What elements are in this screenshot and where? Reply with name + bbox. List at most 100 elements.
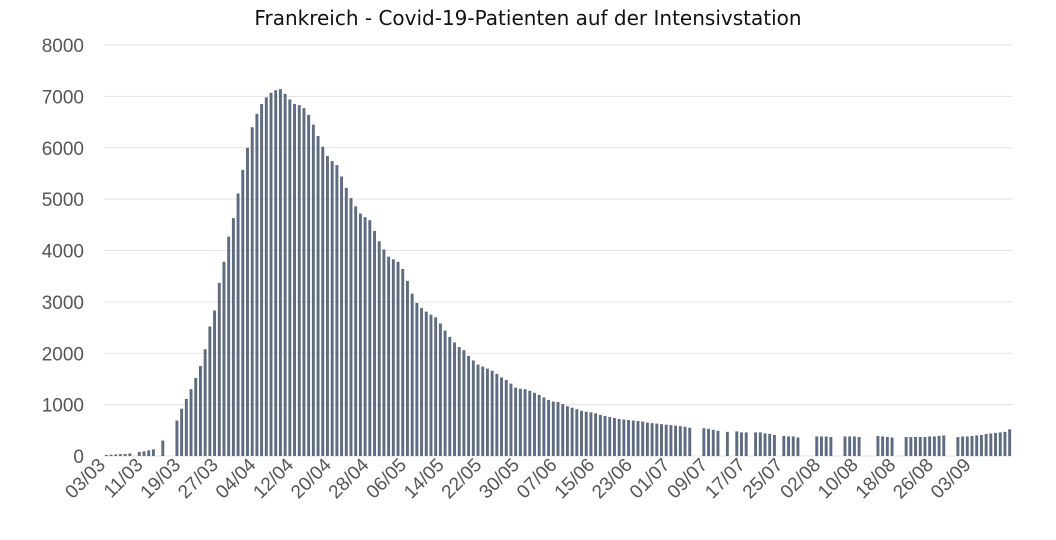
bar	[302, 108, 306, 456]
bar	[994, 432, 997, 456]
bar	[504, 379, 508, 456]
y-axis-ticks: 0 1000 2000 3000 4000 5000 6000 7000 8000	[42, 36, 84, 468]
bar	[241, 169, 245, 456]
x-tick-label: 01/07	[626, 455, 674, 503]
bar	[349, 198, 353, 456]
bar	[476, 364, 480, 456]
bar	[354, 206, 358, 456]
bar	[340, 176, 344, 456]
bar	[594, 413, 598, 456]
bar	[613, 417, 616, 456]
bar	[937, 435, 941, 456]
x-tick-label: 19/03	[137, 455, 185, 503]
bar	[725, 431, 729, 456]
x-tick-label: 09/07	[664, 455, 712, 503]
bar	[335, 165, 339, 456]
bar	[956, 436, 960, 456]
bar	[754, 432, 758, 456]
x-tick-label: 11/03	[100, 455, 147, 502]
x-tick-label: 25/07	[739, 455, 787, 503]
bar	[184, 398, 188, 456]
bar	[128, 453, 132, 456]
bar	[438, 323, 442, 456]
bar	[528, 390, 532, 456]
bar	[608, 416, 612, 456]
bars	[104, 89, 1012, 457]
bar	[297, 105, 301, 457]
y-tick-label: 8000	[42, 36, 84, 57]
x-tick-label: 04/04	[212, 454, 261, 503]
bar	[467, 355, 471, 456]
bar	[514, 387, 518, 456]
bar	[970, 435, 974, 456]
x-tick-label: 03/03	[61, 455, 109, 503]
bar	[213, 310, 217, 456]
bar	[288, 99, 292, 457]
bar	[260, 104, 264, 456]
bar	[453, 342, 456, 456]
bar	[702, 428, 706, 456]
bar	[495, 373, 499, 456]
bar	[914, 436, 918, 456]
bar	[565, 406, 569, 456]
bar	[603, 415, 607, 456]
bar	[175, 420, 179, 456]
bar	[457, 347, 461, 456]
bar	[909, 436, 913, 456]
x-tick-label: 22/05	[438, 455, 486, 503]
bar	[208, 326, 212, 456]
bar	[542, 397, 546, 456]
x-tick-label: 26/08	[889, 455, 937, 503]
bar	[119, 454, 122, 456]
y-tick-label: 6000	[42, 139, 84, 160]
bar	[1008, 429, 1012, 456]
x-tick-label: 30/05	[475, 455, 523, 503]
bar	[382, 249, 386, 456]
bar	[326, 155, 329, 456]
bar	[151, 449, 155, 456]
bar	[820, 436, 823, 456]
bar	[377, 241, 381, 456]
bar	[293, 104, 296, 456]
bar	[250, 127, 254, 456]
bar	[622, 419, 626, 456]
bar	[274, 90, 278, 457]
bar	[876, 435, 880, 456]
bar	[636, 421, 640, 456]
bar	[758, 432, 762, 456]
bar	[415, 302, 419, 456]
gridlines	[104, 44, 1012, 457]
bar	[316, 135, 320, 456]
bar	[984, 433, 988, 456]
bar	[589, 412, 593, 456]
bar	[768, 433, 772, 456]
bar	[655, 423, 659, 456]
bar	[246, 147, 249, 456]
bar	[500, 377, 504, 456]
bar	[782, 435, 786, 456]
x-tick-label: 15/06	[551, 455, 599, 503]
bar	[142, 451, 146, 456]
bar	[123, 453, 127, 456]
chart-title: Frankreich - Covid-19-Patienten auf der …	[254, 6, 802, 30]
x-tick-label: 23/06	[588, 455, 636, 503]
bar	[363, 217, 367, 456]
bar	[979, 434, 983, 456]
bar	[405, 280, 409, 456]
bar	[358, 213, 362, 456]
bar	[961, 436, 965, 456]
bar	[278, 89, 282, 457]
y-tick-label: 1000	[42, 396, 84, 417]
bar	[1003, 431, 1007, 456]
bar	[429, 314, 433, 456]
bar	[227, 236, 231, 456]
bar	[203, 349, 207, 456]
bar	[683, 426, 687, 456]
bar	[307, 114, 311, 457]
bar	[852, 436, 856, 456]
bar	[189, 389, 193, 456]
bar	[763, 433, 767, 456]
bar	[688, 427, 692, 456]
y-tick-label: 7000	[42, 87, 84, 108]
bar	[180, 408, 184, 456]
